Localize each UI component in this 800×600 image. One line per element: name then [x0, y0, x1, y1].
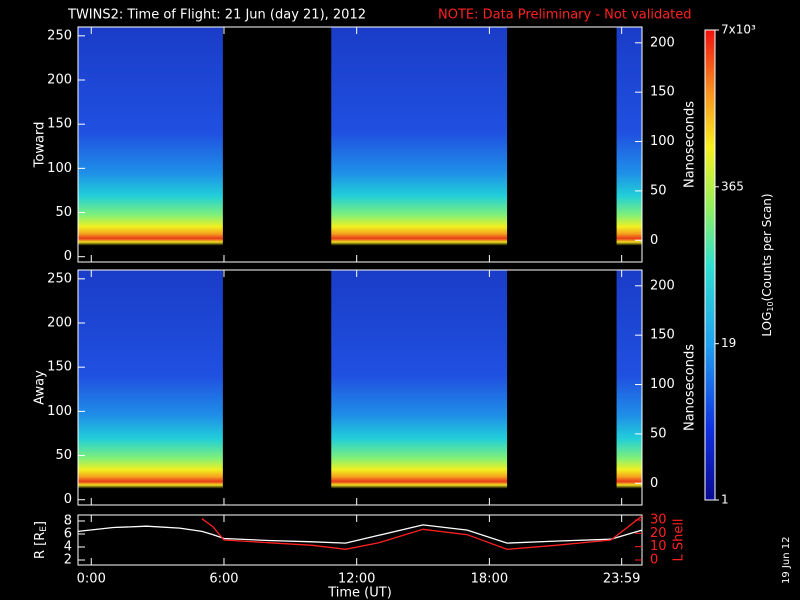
- spectrogram-block: [616, 270, 642, 505]
- y2-tick-label: 200: [650, 278, 675, 293]
- y2-axis-label: Nanoseconds: [683, 344, 698, 431]
- x-tick-label: 12:00: [338, 572, 375, 587]
- y-axis-label: Toward: [33, 122, 48, 169]
- line-series: [77, 524, 643, 544]
- y-tick-label: 150: [47, 360, 72, 375]
- y-tick-label: 0: [64, 249, 72, 264]
- y2-tick-label: 50: [650, 183, 667, 198]
- y-axis-label: Away: [33, 370, 48, 405]
- x-tick-label: 0:00: [77, 572, 106, 587]
- y2-tick-label: 30: [650, 513, 667, 528]
- y-tick-label: 100: [47, 161, 72, 176]
- y2-tick-label: 50: [650, 426, 667, 441]
- y-tick-label: 250: [47, 28, 72, 43]
- spectrogram-block: [78, 270, 223, 505]
- y-tick-label: 4: [64, 539, 72, 554]
- y2-tick-label: 100: [650, 134, 675, 149]
- y-tick-label: 200: [47, 316, 72, 331]
- colorbar-tick-label: 7x10³: [721, 23, 756, 37]
- colorbar-tick-label: 19: [721, 336, 736, 350]
- plot-frame: [77, 269, 643, 506]
- date-stamp: 19 Jun 12: [781, 537, 792, 584]
- y-tick-label: 2: [64, 552, 72, 567]
- y-tick-label: 150: [47, 117, 72, 132]
- x-axis-label: Time (UT): [327, 586, 392, 600]
- y-tick-label: 8: [64, 513, 72, 528]
- y2-axis-label: Nanoseconds: [683, 101, 698, 188]
- colorbar-label-main: LOG: [760, 312, 774, 337]
- y-tick-label: 0: [64, 492, 72, 507]
- line-series: [201, 515, 643, 550]
- colorbar-label: LOG10(Counts per Scan): [760, 193, 775, 336]
- x-tick-label: 23:59: [603, 572, 640, 587]
- y-axis-label-main: R [R: [33, 532, 48, 559]
- y2-tick-label: 0: [650, 476, 658, 491]
- spectrogram-block: [78, 27, 223, 262]
- colorbar-label-sub: 10: [766, 301, 775, 311]
- y2-tick-label: 150: [650, 85, 675, 100]
- y2-tick-label: 0: [650, 553, 658, 568]
- y2-tick-label: 200: [650, 35, 675, 50]
- colorbar-label-end: (Counts per Scan): [760, 193, 774, 301]
- plot-frame: [77, 514, 643, 566]
- x-tick-label: 18:00: [471, 572, 508, 587]
- colorbar-tick-label: 1: [721, 493, 729, 507]
- plot-frame: [77, 26, 643, 263]
- y-tick-label: 200: [47, 73, 72, 88]
- spectrogram-block: [331, 270, 508, 505]
- y2-axis-label: L Shell: [672, 518, 687, 561]
- y-tick-label: 250: [47, 271, 72, 286]
- y-tick-label: 6: [64, 526, 72, 541]
- colorbar-tick-label: 365: [721, 179, 744, 193]
- x-tick-label: 6:00: [209, 572, 238, 587]
- y-axis-label-sub: E: [39, 526, 49, 532]
- chart-title: TWINS2: Time of Flight: 21 Jun (day 21),…: [67, 8, 366, 23]
- spectrogram-block: [616, 27, 642, 262]
- y2-tick-label: 150: [650, 328, 675, 343]
- y-tick-label: 100: [47, 404, 72, 419]
- y2-tick-label: 0: [650, 233, 658, 248]
- note: NOTE: Data Preliminary - Not validated: [438, 8, 692, 23]
- colorbar: [704, 29, 716, 501]
- y-axis-label: R [RE]: [33, 521, 49, 559]
- y-tick-label: 50: [55, 205, 72, 220]
- y2-tick-label: 10: [650, 539, 667, 554]
- y2-tick-label: 100: [650, 377, 675, 392]
- spectrogram-block: [331, 27, 508, 262]
- y2-tick-label: 20: [650, 526, 667, 541]
- y-axis-label-end: ]: [33, 521, 48, 526]
- y-tick-label: 50: [55, 448, 72, 463]
